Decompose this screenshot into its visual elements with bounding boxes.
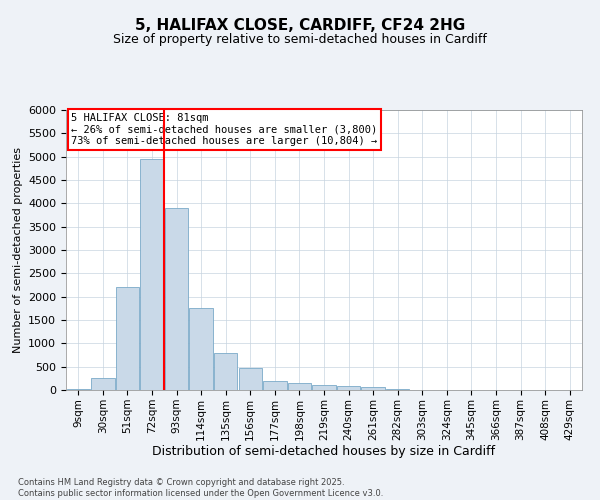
Bar xyxy=(67,388,90,390)
Text: Contains HM Land Registry data © Crown copyright and database right 2025.
Contai: Contains HM Land Registry data © Crown c… xyxy=(18,478,383,498)
Bar xyxy=(313,385,335,390)
Bar xyxy=(190,308,213,390)
Bar xyxy=(116,288,139,390)
Bar xyxy=(337,386,360,390)
X-axis label: Distribution of semi-detached houses by size in Cardiff: Distribution of semi-detached houses by … xyxy=(152,446,496,458)
Bar xyxy=(165,208,188,390)
Bar xyxy=(361,388,385,390)
Text: 5 HALIFAX CLOSE: 81sqm
← 26% of semi-detached houses are smaller (3,800)
73% of : 5 HALIFAX CLOSE: 81sqm ← 26% of semi-det… xyxy=(71,113,377,146)
Y-axis label: Number of semi-detached properties: Number of semi-detached properties xyxy=(13,147,23,353)
Bar xyxy=(239,368,262,390)
Bar xyxy=(91,378,115,390)
Text: Size of property relative to semi-detached houses in Cardiff: Size of property relative to semi-detach… xyxy=(113,32,487,46)
Bar xyxy=(288,382,311,390)
Bar xyxy=(140,159,164,390)
Bar xyxy=(263,380,287,390)
Text: 5, HALIFAX CLOSE, CARDIFF, CF24 2HG: 5, HALIFAX CLOSE, CARDIFF, CF24 2HG xyxy=(135,18,465,32)
Bar xyxy=(214,352,238,390)
Bar xyxy=(386,388,409,390)
